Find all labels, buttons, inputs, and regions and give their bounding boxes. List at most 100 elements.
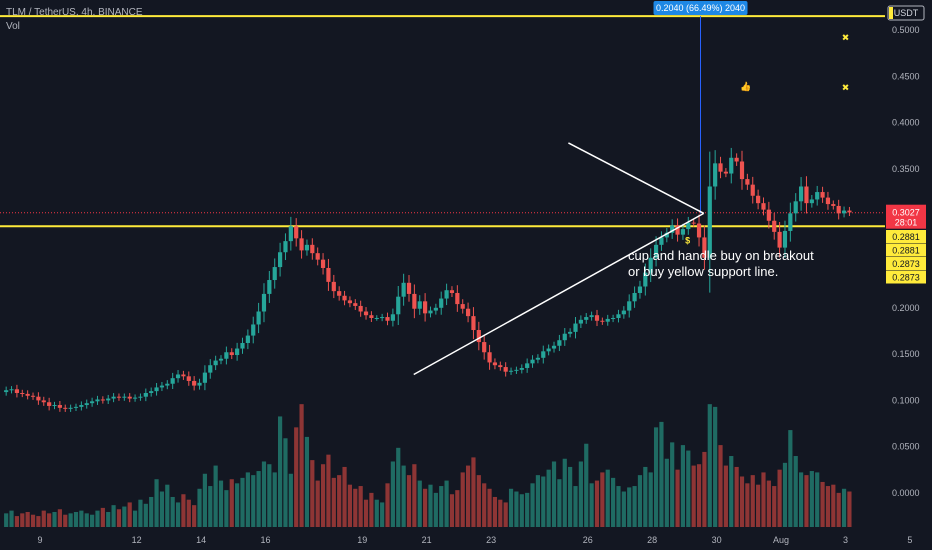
candle-body xyxy=(605,318,610,322)
annotation-line-1: cup and handle buy on breakout xyxy=(628,248,814,263)
candle-body xyxy=(385,317,390,321)
x-tick-label: 9 xyxy=(37,535,42,545)
candle-body xyxy=(734,157,739,162)
volume-bar xyxy=(707,404,712,527)
volume-bar xyxy=(116,509,122,527)
volume-bar xyxy=(154,479,159,527)
volume-bar xyxy=(353,488,358,527)
candle-body xyxy=(584,317,589,320)
candle-body xyxy=(798,186,804,202)
volume-bar xyxy=(261,461,267,527)
candle-body xyxy=(143,392,148,397)
y-tick-label: 0.4000 xyxy=(892,118,920,128)
candle-body xyxy=(95,399,100,402)
candle-body xyxy=(847,210,852,213)
candle-body xyxy=(439,298,444,308)
y-tick-label: 0.1500 xyxy=(892,349,920,359)
volume-bar xyxy=(315,480,320,527)
candle-body xyxy=(127,396,132,399)
y-tick-label: 0.1000 xyxy=(892,395,920,405)
volume-bar xyxy=(192,505,197,527)
volume-bar xyxy=(498,499,503,527)
candle-body xyxy=(417,301,422,309)
volume-bar xyxy=(106,511,111,527)
candle-body xyxy=(809,199,814,204)
candle-body xyxy=(562,333,567,341)
candle-body xyxy=(412,293,417,309)
volume-bar xyxy=(417,480,422,527)
candle-body xyxy=(696,223,702,238)
measure-label: 0.2040 (66.49%) 2040 xyxy=(656,3,745,13)
candle-body xyxy=(460,304,465,309)
candle-body xyxy=(165,383,170,386)
candle-body xyxy=(304,244,310,251)
volume-bar xyxy=(831,484,836,527)
candle-body xyxy=(347,300,353,304)
candle-body xyxy=(503,367,508,372)
volume-bar xyxy=(820,481,825,527)
candle-body xyxy=(73,406,79,408)
volume-bar xyxy=(283,438,288,527)
volume-bar xyxy=(482,483,487,527)
candle-body xyxy=(111,396,116,399)
volume-bar xyxy=(578,461,583,527)
volume-bar xyxy=(546,469,551,527)
volume-bar xyxy=(611,477,616,527)
candle-body xyxy=(229,352,234,356)
y-tick-label: 0.0500 xyxy=(892,442,920,452)
candle-body xyxy=(261,293,267,312)
candle-body xyxy=(686,222,691,230)
volume-bar xyxy=(175,502,181,527)
currency-label: USDT xyxy=(894,8,919,18)
candle-body xyxy=(213,360,218,366)
candle-body xyxy=(358,305,363,312)
candle-body xyxy=(245,335,250,343)
volume-bar xyxy=(696,464,702,527)
volume-bar xyxy=(4,513,9,527)
volume-bar xyxy=(439,486,444,527)
volume-bar xyxy=(347,484,353,527)
candle-body xyxy=(337,291,342,296)
candle-body xyxy=(406,282,412,294)
volume-bar xyxy=(337,475,342,527)
volume-bar xyxy=(519,494,524,527)
volume-bar xyxy=(793,456,798,527)
volume-bar xyxy=(503,502,508,527)
candle-body xyxy=(653,244,659,258)
volume-bar xyxy=(235,483,240,527)
symbol-title[interactable]: TLM / TetherUS, 4h, BINANCE xyxy=(6,7,143,18)
volume-bar xyxy=(761,472,766,527)
cross-marker: ✖ xyxy=(842,83,850,93)
candle-body xyxy=(621,310,626,315)
volume-bar xyxy=(471,457,476,527)
volume-bar xyxy=(745,483,750,527)
volume-bar xyxy=(589,483,594,527)
volume-bar xyxy=(594,480,600,527)
candle-body xyxy=(138,396,143,398)
volume-bar xyxy=(127,502,132,527)
volume-bar xyxy=(41,510,46,527)
candle-body xyxy=(766,209,771,221)
y-tick-label: 0.0000 xyxy=(892,488,920,498)
candle-body xyxy=(627,301,632,311)
volume-bar xyxy=(530,483,535,527)
candle-body xyxy=(149,391,154,393)
candle-body xyxy=(186,376,191,381)
volume-bar xyxy=(659,421,664,527)
candle-body xyxy=(240,342,245,349)
candle-body xyxy=(251,324,256,336)
candle-body xyxy=(444,290,449,299)
volume-bar xyxy=(836,492,841,527)
volume-bar xyxy=(627,487,632,527)
volume-bar xyxy=(320,464,326,527)
candle-body xyxy=(30,395,36,397)
volume-bar xyxy=(197,488,202,527)
annotation-line-2: or buy yellow support line. xyxy=(628,264,779,279)
volume-bar xyxy=(782,462,788,527)
volume-label[interactable]: Vol xyxy=(6,21,20,32)
volume-bar xyxy=(766,480,771,527)
candle-body xyxy=(380,317,385,319)
volume-bar xyxy=(525,492,530,527)
candle-body xyxy=(9,389,14,391)
